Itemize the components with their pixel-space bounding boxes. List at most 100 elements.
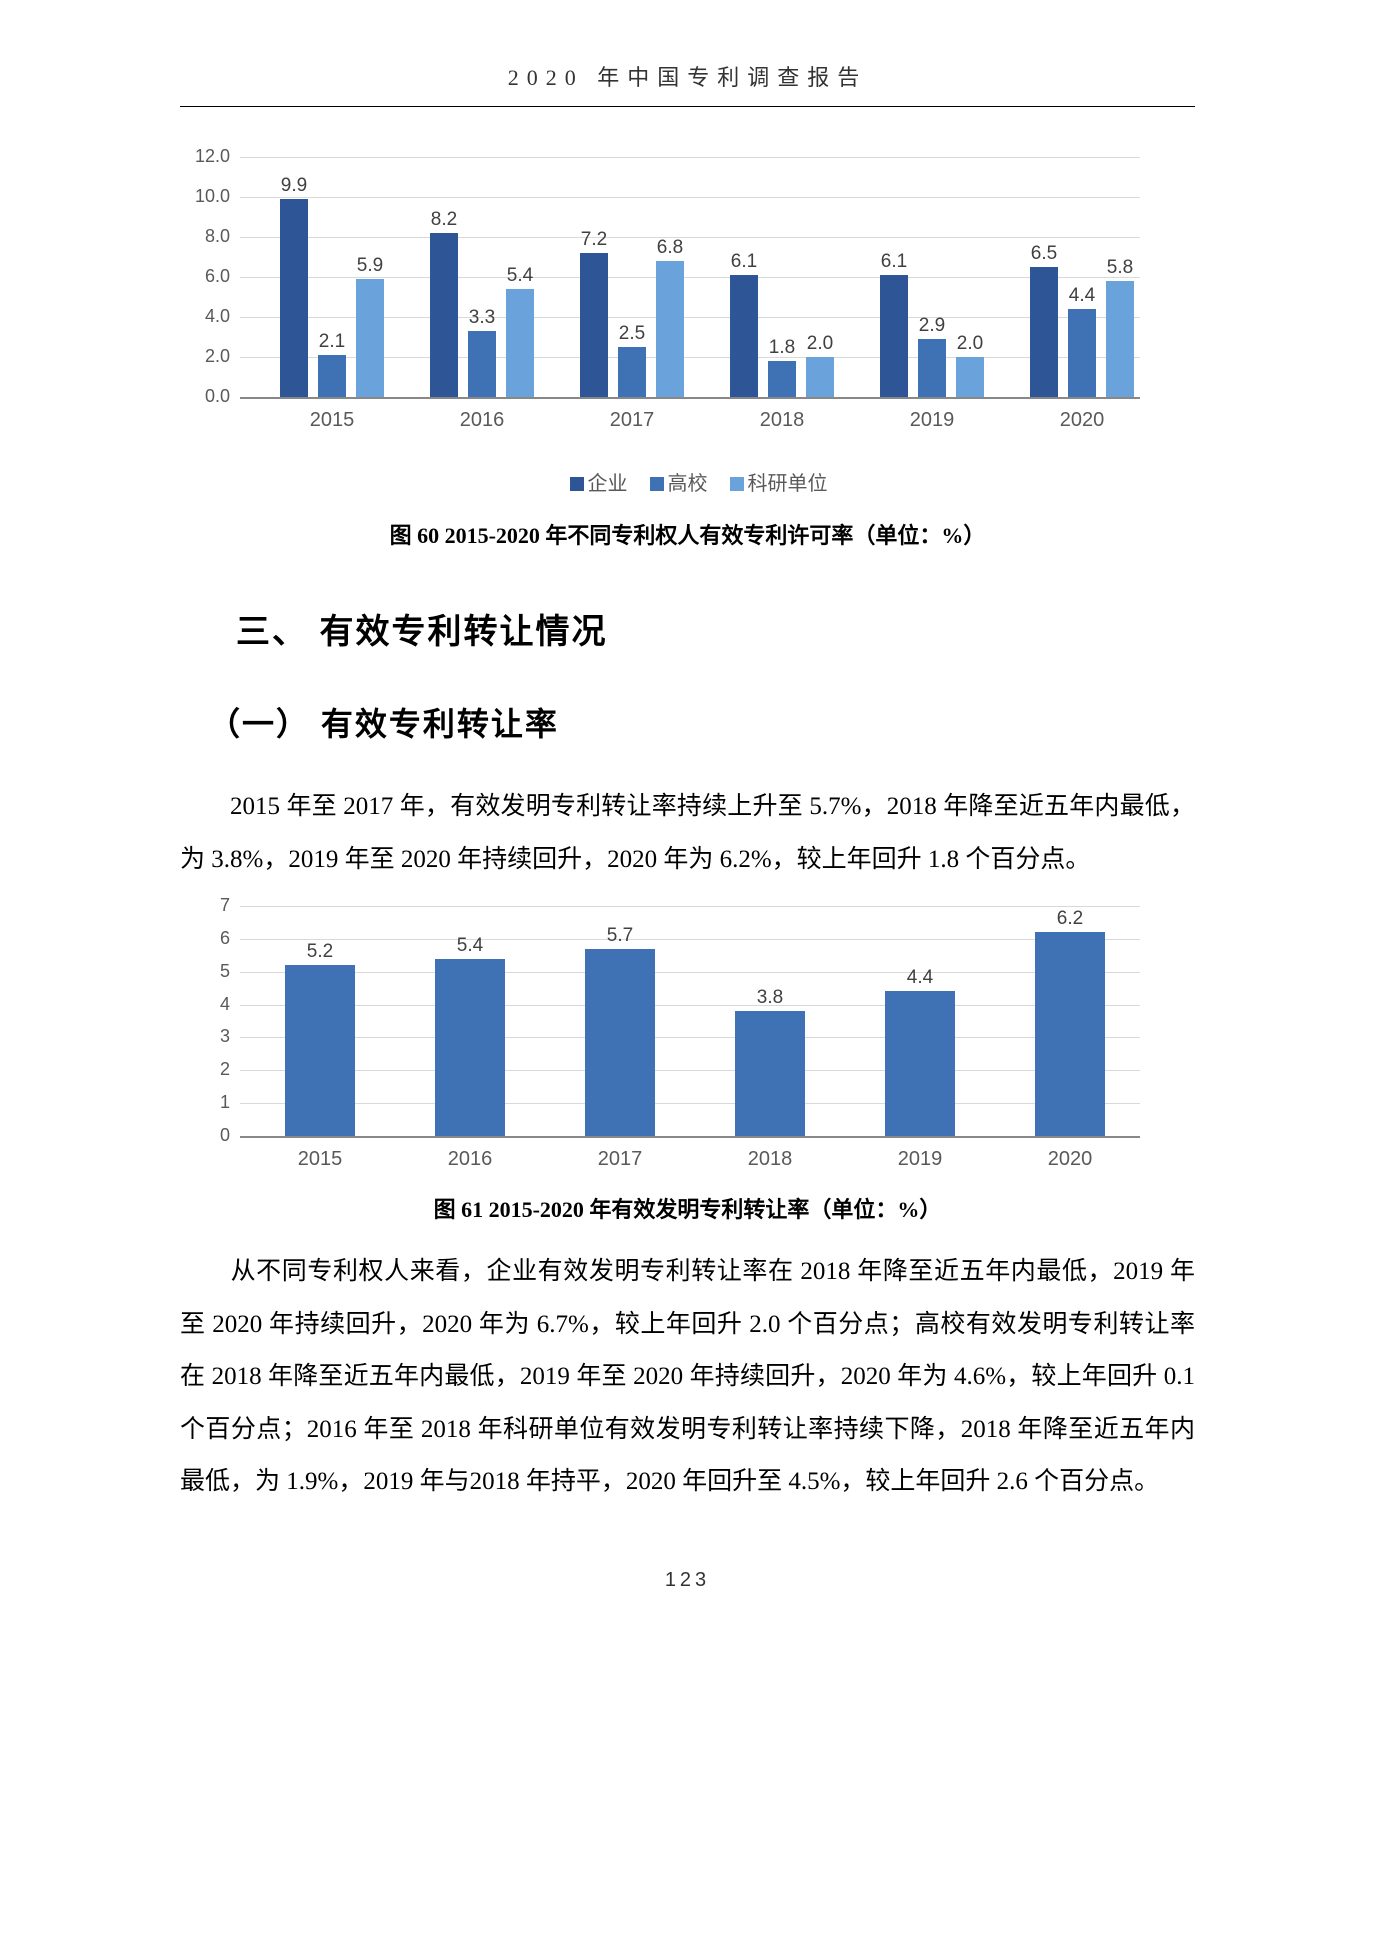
chart60-value-label: 8.2 [431, 209, 457, 231]
legend-swatch [650, 477, 664, 491]
chart60-xaxis [240, 397, 1140, 399]
chart61-xtick: 2017 [598, 1148, 643, 1171]
chart61-ytick: 5 [220, 961, 230, 982]
chart60-legend: 企业 高校 科研单位 [180, 467, 1195, 496]
chart61-bar [585, 949, 655, 1136]
legend-label: 高校 [668, 473, 708, 495]
chart60-xtick: 2019 [910, 409, 955, 432]
chart60-ytick: 6.0 [205, 266, 230, 287]
chart60-value-label: 4.4 [1069, 285, 1095, 307]
chart61-xtick: 2016 [448, 1148, 493, 1171]
chart60-gridline [240, 157, 1140, 158]
chart60-ytick: 8.0 [205, 226, 230, 247]
chart61-xtick: 2020 [1048, 1148, 1093, 1171]
chart61-value-label: 5.7 [607, 925, 633, 947]
chart60-bar [730, 275, 758, 397]
chart60-xtick: 2017 [610, 409, 655, 432]
chart60-bar [318, 355, 346, 397]
chart60-value-label: 6.5 [1031, 243, 1057, 265]
chart60-bar [430, 233, 458, 397]
chart61-value-label: 6.2 [1057, 908, 1083, 930]
chart61-bar [285, 965, 355, 1136]
chart60-ytick: 12.0 [195, 146, 230, 167]
chart60-bar [768, 361, 796, 397]
chart61-caption: 图 61 2015-2020 年有效发明专利转让率（单位：%） [180, 1192, 1195, 1224]
chart61-bar [1035, 932, 1105, 1136]
chart61-gridline [240, 972, 1140, 973]
chart60-gridline [240, 197, 1140, 198]
chart60-value-label: 2.1 [319, 331, 345, 353]
chart60-value-label: 3.3 [469, 307, 495, 329]
chart60-bar [656, 261, 684, 397]
chart61-gridline [240, 1005, 1140, 1006]
chart61-value-label: 5.2 [307, 941, 333, 963]
paragraph-1: 2015 年至 2017 年，有效发明专利转让率持续上升至 5.7%，2018 … [180, 781, 1195, 886]
chart60-value-label: 7.2 [581, 229, 607, 251]
paragraph-1-text: 2015 年至 2017 年，有效发明专利转让率持续上升至 5.7%，2018 … [180, 793, 1195, 873]
legend-label: 企业 [588, 473, 628, 495]
chart61-bar [435, 959, 505, 1136]
chart60-value-label: 6.1 [731, 251, 757, 273]
legend-swatch [730, 477, 744, 491]
chart60-gridline [240, 277, 1140, 278]
chart61-gridline [240, 1070, 1140, 1071]
chart60-gridline [240, 237, 1140, 238]
chart60-ytick: 2.0 [205, 346, 230, 367]
legend-swatch [570, 477, 584, 491]
chart61-bar: 012345675.220155.420165.720173.820184.42… [160, 896, 1120, 1176]
chart61-gridline [240, 1037, 1140, 1038]
chart61-xtick: 2018 [748, 1148, 793, 1171]
chart60-xtick: 2015 [310, 409, 355, 432]
chart61-value-label: 4.4 [907, 967, 933, 989]
chart60-caption: 图 60 2015-2020 年不同专利权人有效专利许可率（单位：%） [180, 518, 1195, 550]
running-header: 2020 年中国专利调查报告 [180, 60, 1195, 107]
chart60-bar [880, 275, 908, 397]
chart61-ytick: 3 [220, 1026, 230, 1047]
chart61-ytick: 0 [220, 1125, 230, 1146]
chart60-value-label: 2.0 [957, 333, 983, 355]
chart60-bar [468, 331, 496, 397]
chart60-value-label: 5.9 [357, 255, 383, 277]
chart61-gridline [240, 939, 1140, 940]
chart61-bar [735, 1011, 805, 1136]
chart61-value-label: 3.8 [757, 987, 783, 1009]
chart60-value-label: 5.8 [1107, 257, 1133, 279]
chart60-bar [580, 253, 608, 397]
chart60-xtick: 2016 [460, 409, 505, 432]
chart60-bar [618, 347, 646, 397]
chart60-value-label: 9.9 [281, 175, 307, 197]
chart61-xaxis [240, 1136, 1140, 1138]
chart61-ytick: 4 [220, 994, 230, 1015]
page-number: 123 [180, 1569, 1195, 1592]
chart60-value-label: 1.8 [769, 337, 795, 359]
chart60-bar [1106, 281, 1134, 397]
chart61-xtick: 2015 [298, 1148, 343, 1171]
chart60-bar [806, 357, 834, 397]
section-heading: 三、 有效专利转让情况 [236, 604, 1195, 653]
chart60-bar [506, 289, 534, 397]
chart60-value-label: 6.1 [881, 251, 907, 273]
legend-label: 科研单位 [748, 473, 828, 495]
chart60-grouped-bar: 0.0 2.0 4.0 6.0 8.0 10.0 12.0 9.9 2.1 5.9 2015 8.2 3… [160, 147, 1120, 447]
chart60-value-label: 6.8 [657, 237, 683, 259]
chart60-bar [918, 339, 946, 397]
chart60-bar [280, 199, 308, 397]
paragraph-2-text: 从不同专利权人来看，企业有效发明专利转让率在 2018 年降至近五年内最低，20… [180, 1258, 1195, 1495]
chart61-ytick: 2 [220, 1059, 230, 1080]
chart60-value-label: 2.9 [919, 315, 945, 337]
chart60-xtick: 2018 [760, 409, 805, 432]
chart60-ytick: 0.0 [205, 386, 230, 407]
chart60-value-label: 5.4 [507, 265, 533, 287]
chart60-xtick: 2020 [1060, 409, 1105, 432]
chart60-bar [356, 279, 384, 397]
chart61-ytick: 6 [220, 928, 230, 949]
paragraph-2: 从不同专利权人来看，企业有效发明专利转让率在 2018 年降至近五年内最低，20… [180, 1246, 1195, 1509]
chart60-ytick: 10.0 [195, 186, 230, 207]
chart61-ytick: 7 [220, 895, 230, 916]
chart60-value-label: 2.0 [807, 333, 833, 355]
subsection-heading: （一） 有效专利转让率 [208, 699, 1195, 745]
chart60-ytick: 4.0 [205, 306, 230, 327]
chart60-bar [956, 357, 984, 397]
chart61-value-label: 5.4 [457, 935, 483, 957]
chart61-xtick: 2019 [898, 1148, 943, 1171]
